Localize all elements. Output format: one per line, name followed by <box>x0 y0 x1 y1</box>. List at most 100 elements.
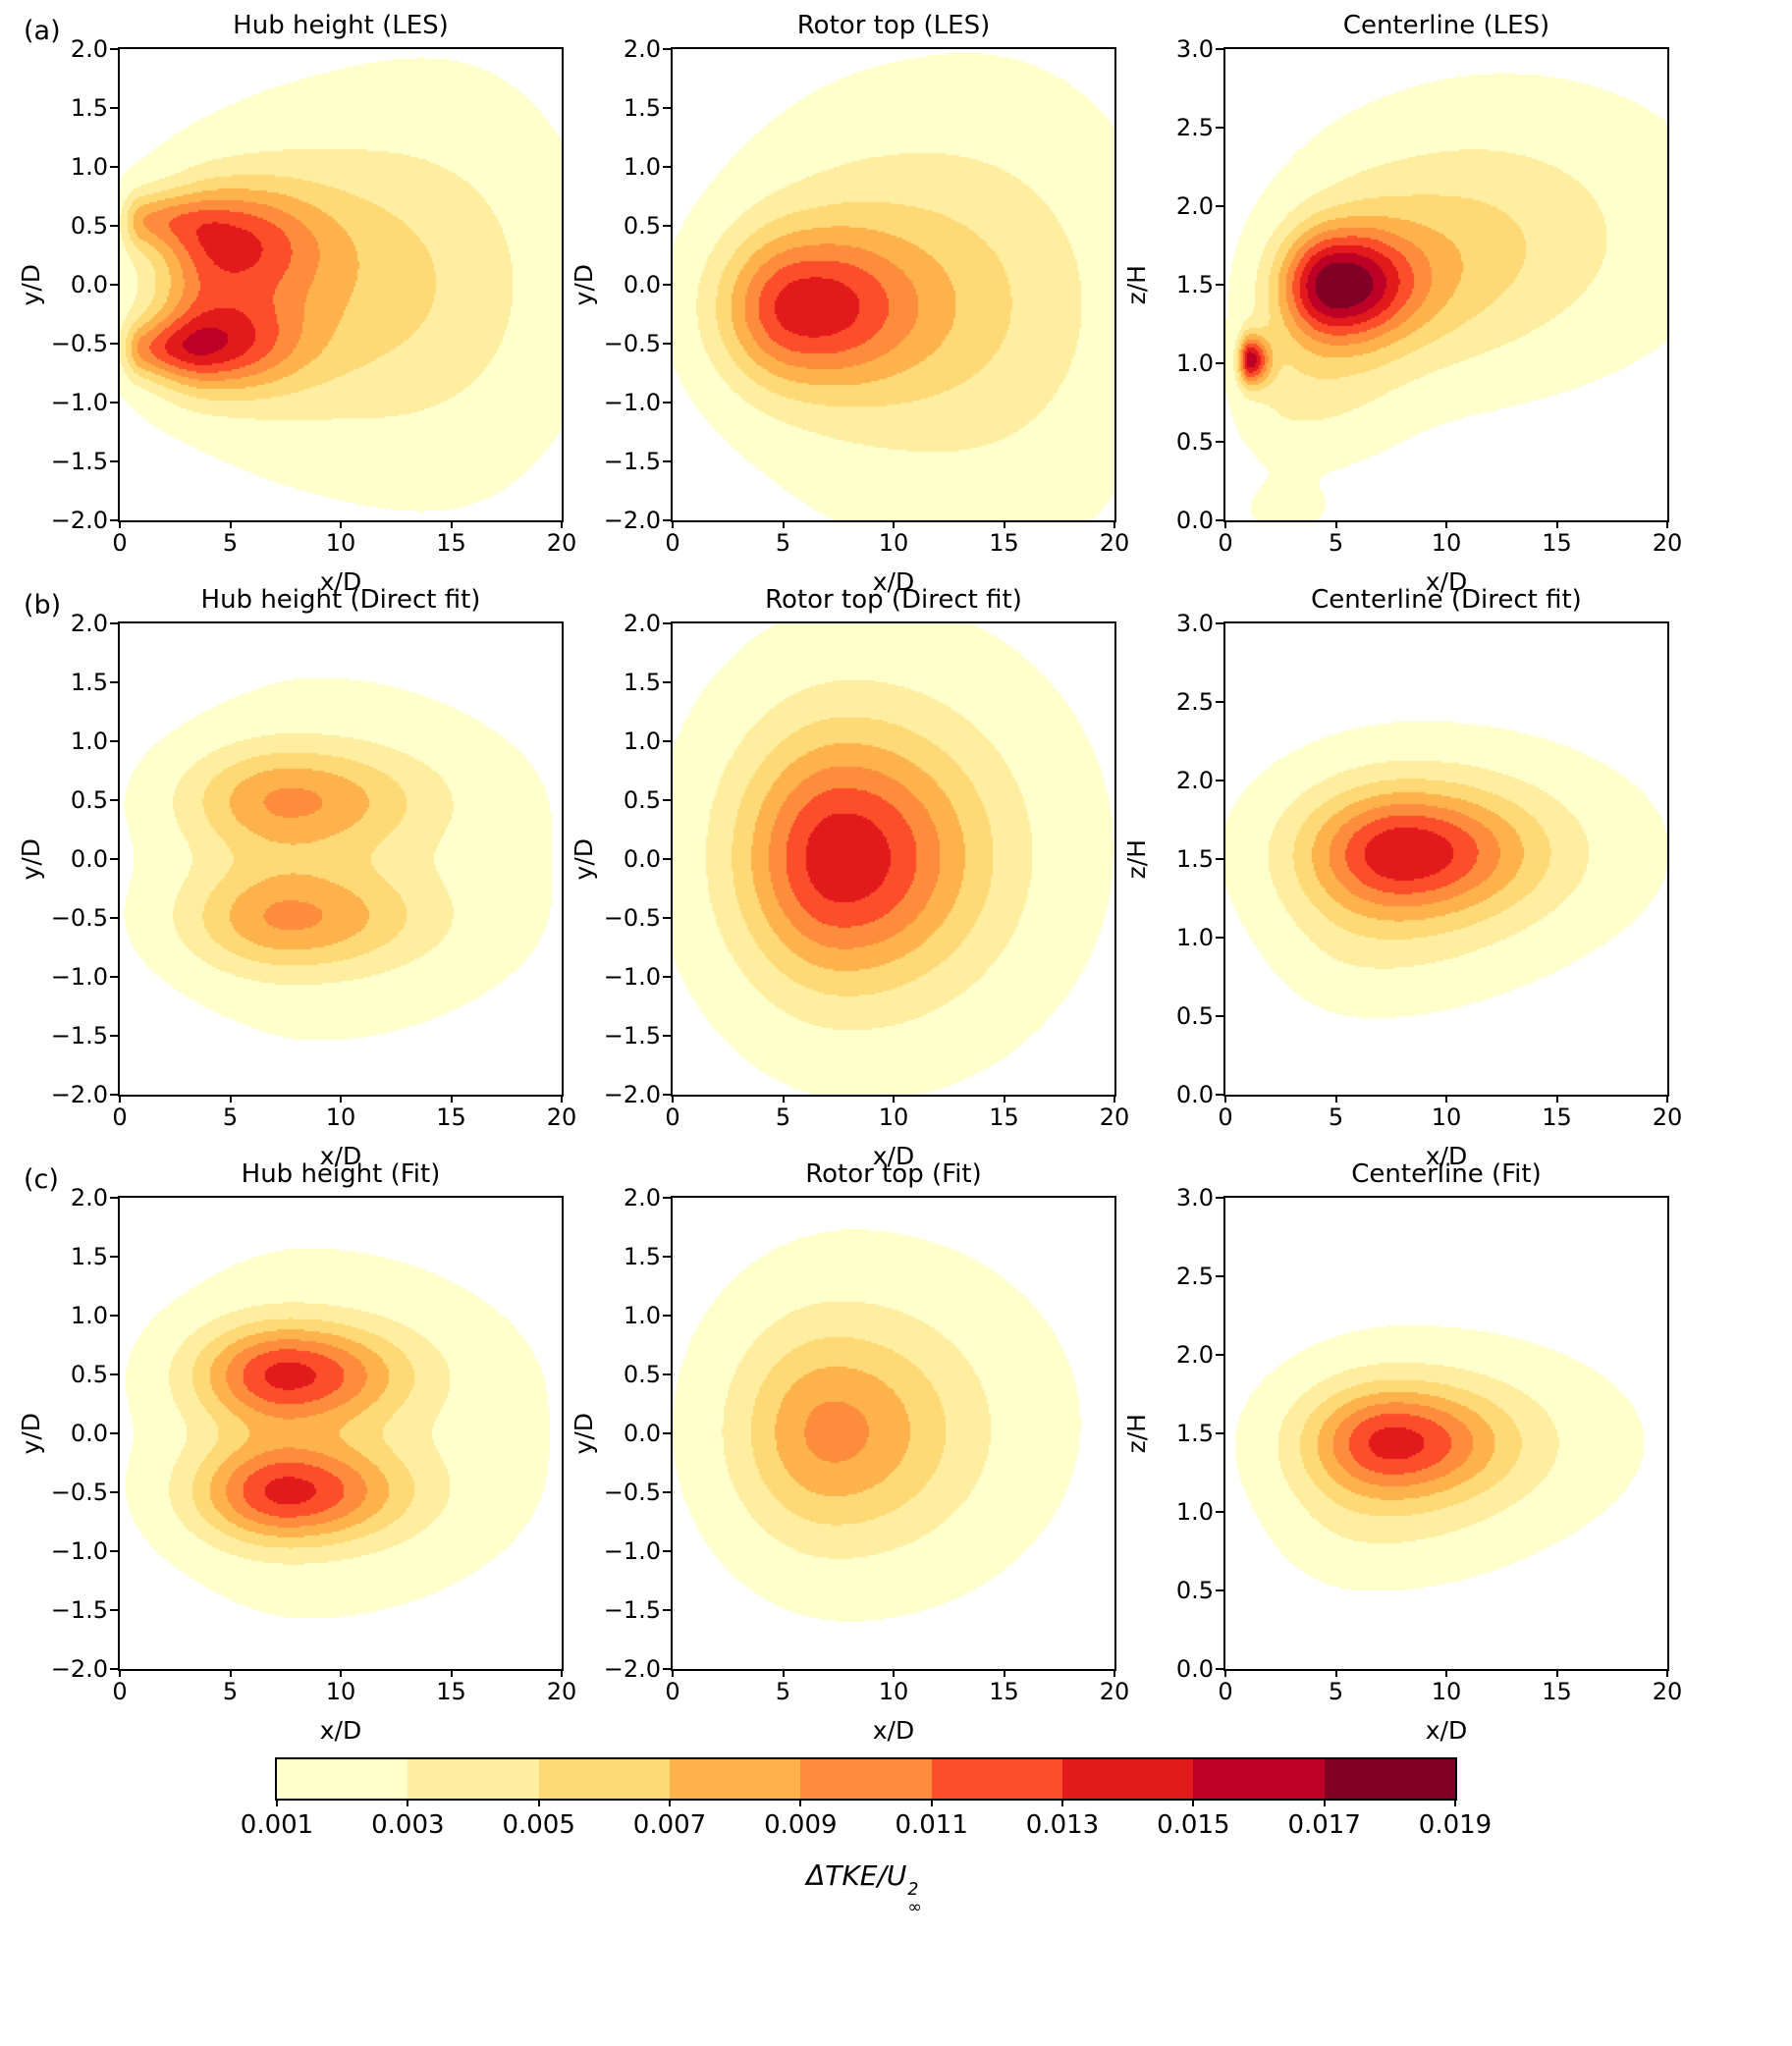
y-tick-label: 0.5 <box>1175 1577 1214 1604</box>
y-tick-label: 2.0 <box>1175 192 1214 220</box>
y-tick-mark <box>663 1094 671 1096</box>
row-label-b: (b) <box>24 590 62 620</box>
colorbar-tick-mark <box>1454 1799 1456 1806</box>
x-tick-mark <box>561 520 563 528</box>
y-tick-label: 1.5 <box>1175 845 1214 873</box>
y-tick-mark <box>663 858 671 860</box>
subplot-hub-height-les: Hub height (LES) y/D x/D −2.0 −1.5 −1.0 −0.… <box>17 11 577 596</box>
y-tick-label: 0.0 <box>623 1420 661 1447</box>
y-tick-label: −1.0 <box>603 1537 661 1565</box>
y-tick-label: 1.5 <box>623 94 661 122</box>
colorbar-tick-label: 0.007 <box>632 1810 707 1840</box>
y-tick-mark <box>663 1609 671 1611</box>
colorbar-tick-label: 0.005 <box>502 1810 575 1840</box>
y-tick-label: 1.0 <box>623 1302 661 1329</box>
x-tick-mark <box>1334 1095 1337 1103</box>
x-tick-label: 5 <box>1328 1678 1344 1705</box>
colorbar-label-supsub: 2 ∞ <box>907 1879 922 1917</box>
y-tick-mark <box>110 1315 118 1317</box>
y-tick-mark <box>1216 1668 1223 1670</box>
y-tick-label: 0.0 <box>623 845 661 873</box>
y-tick-label: 1.5 <box>70 669 108 696</box>
y-tick-label: 0.5 <box>623 212 661 240</box>
y-tick-mark <box>1216 1275 1223 1277</box>
colorbar-tick-mark <box>1061 1799 1063 1806</box>
y-tick-mark <box>663 343 671 345</box>
x-tick-mark <box>450 520 453 528</box>
x-tick-mark <box>1113 1095 1115 1103</box>
x-tick-mark <box>119 520 121 528</box>
y-tick-label: −0.5 <box>603 904 661 932</box>
contour-canvas <box>1225 49 1667 520</box>
colorbar-segment <box>1193 1759 1325 1799</box>
y-tick-mark <box>663 225 671 227</box>
y-tick-mark <box>110 1668 118 1670</box>
y-tick-mark <box>110 343 118 345</box>
y-tick-mark <box>110 166 118 168</box>
x-axis-label: x/D <box>1425 567 1468 596</box>
y-tick-mark <box>663 460 671 462</box>
y-tick-label: −1.0 <box>603 389 661 416</box>
x-tick-label: 10 <box>878 1678 909 1705</box>
x-tick-mark <box>782 1669 785 1677</box>
subplot-centerline-les: Centerline (LES) z/H x/D 0.0 0.5 1.0 1.5 2.0… <box>1122 11 1683 596</box>
y-tick-mark <box>1216 1094 1223 1096</box>
y-tick-mark <box>663 519 671 521</box>
y-tick-mark <box>1216 205 1223 207</box>
row-label-a: (a) <box>24 16 61 46</box>
subplot-title: Centerline (Direct fit) <box>1311 585 1582 615</box>
colorbar-tick-label: 0.001 <box>240 1810 314 1840</box>
y-tick-mark <box>110 917 118 919</box>
contour-canvas <box>673 1198 1114 1669</box>
x-tick-mark <box>1003 520 1005 528</box>
x-tick-label: 10 <box>1431 1104 1462 1131</box>
x-tick-mark <box>119 1095 121 1103</box>
x-tick-label: 15 <box>989 529 1019 557</box>
x-tick-mark <box>1224 1669 1226 1677</box>
y-tick-mark <box>110 519 118 521</box>
y-tick-label: 1.5 <box>623 669 661 696</box>
y-tick-mark <box>1216 937 1223 939</box>
y-tick-label: −2.0 <box>603 1655 661 1683</box>
x-axis-label: x/D <box>1425 1142 1468 1170</box>
x-tick-mark <box>1224 520 1226 528</box>
x-tick-label: 20 <box>1099 1104 1130 1131</box>
x-tick-label: 0 <box>112 1678 128 1705</box>
y-tick-label: −1.5 <box>603 1022 661 1050</box>
y-tick-label: −1.5 <box>50 1596 108 1624</box>
y-tick-label: −1.5 <box>603 448 661 475</box>
contour-canvas <box>1225 1198 1667 1669</box>
y-tick-mark <box>663 976 671 978</box>
y-tick-mark <box>110 1256 118 1258</box>
y-tick-label: −2.0 <box>603 507 661 534</box>
colorbar-tick-label: 0.015 <box>1157 1810 1230 1840</box>
y-tick-label: −1.0 <box>50 389 108 416</box>
x-tick-mark <box>450 1669 453 1677</box>
y-tick-label: 2.0 <box>623 610 661 637</box>
contour-canvas <box>1225 623 1667 1095</box>
x-tick-mark <box>340 1669 342 1677</box>
y-tick-label: 0.0 <box>1175 1655 1214 1683</box>
x-tick-mark <box>1555 1095 1558 1103</box>
x-tick-mark <box>1555 1669 1558 1677</box>
y-tick-mark <box>1216 701 1223 703</box>
y-tick-mark <box>1216 1197 1223 1199</box>
y-tick-mark <box>663 1315 671 1317</box>
y-tick-mark <box>110 1432 118 1434</box>
y-tick-mark <box>110 681 118 683</box>
x-tick-label: 0 <box>665 529 680 557</box>
x-tick-label: 5 <box>775 1104 791 1131</box>
x-tick-mark <box>672 520 674 528</box>
x-axis-label: x/D <box>319 1716 362 1745</box>
x-tick-mark <box>1445 1095 1447 1103</box>
x-tick-label: 20 <box>1652 1104 1683 1131</box>
y-tick-label: −2.0 <box>603 1081 661 1108</box>
y-tick-mark <box>663 681 671 683</box>
colorbar-tick-mark <box>276 1799 278 1806</box>
y-tick-mark <box>1216 1354 1223 1356</box>
x-tick-label: 5 <box>1328 1104 1344 1131</box>
colorbar-segment <box>407 1759 539 1799</box>
y-tick-label: 2.5 <box>1175 1263 1214 1290</box>
x-tick-label: 20 <box>1099 1678 1130 1705</box>
